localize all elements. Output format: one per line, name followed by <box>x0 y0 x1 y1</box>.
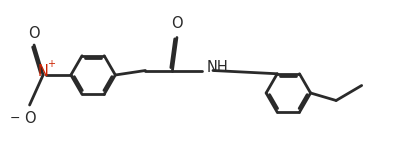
Text: −: − <box>9 112 20 125</box>
Text: O: O <box>171 16 183 32</box>
Text: N: N <box>38 64 49 80</box>
Text: NH: NH <box>207 60 229 75</box>
Text: O: O <box>24 111 36 126</box>
Text: O: O <box>28 26 40 40</box>
Text: +: + <box>47 60 55 69</box>
